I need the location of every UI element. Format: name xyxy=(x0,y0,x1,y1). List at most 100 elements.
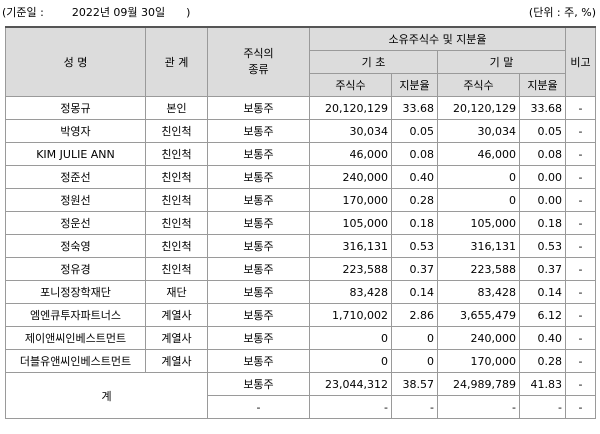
cell-stock-type: 보통주 xyxy=(207,96,310,120)
cell-begin-shares: 223,588 xyxy=(309,257,392,281)
cell-begin-ratio: 0.05 xyxy=(391,119,438,143)
cell-begin-ratio: 0.37 xyxy=(391,257,438,281)
cell-relation: 친인척 xyxy=(145,234,208,258)
cell-begin-shares: 0 xyxy=(309,349,392,373)
cell-end-shares: 20,120,129 xyxy=(437,96,520,120)
cell-relation: 친인척 xyxy=(145,165,208,189)
cell-relation: 친인척 xyxy=(145,257,208,281)
header-begin: 기 초 xyxy=(309,50,438,74)
cell-name: 정숙영 xyxy=(5,234,146,258)
cell-name: 엠엔큐투자파트너스 xyxy=(5,303,146,327)
cell-note: - xyxy=(565,211,597,235)
cell-name: 박영자 xyxy=(5,119,146,143)
header-end-ratio: 지분율 xyxy=(518,73,567,97)
table-row: 정준선 친인척 보통주 240,000 0.40 0 0.00- xyxy=(5,165,597,189)
cell-begin-ratio: 0.40 xyxy=(391,165,438,189)
cell-stock-type: 보통주 xyxy=(207,234,310,258)
cell-end-shares: 0 xyxy=(437,188,520,212)
cell-stock-type: 보통주 xyxy=(207,349,310,373)
cell-stock-type: 보통주 xyxy=(207,211,310,235)
total-row-other: - - - - - - xyxy=(6,395,597,419)
cell-end-ratio: 0.18 xyxy=(518,211,567,235)
cell-name: 정운선 xyxy=(5,211,146,235)
total-end-shares: 24,989,789 xyxy=(437,372,520,396)
table-row: 정원선 친인척 보통주 170,000 0.28 0 0.00- xyxy=(5,188,597,212)
header-name: 성 명 xyxy=(5,26,146,97)
cell-begin-ratio: 0 xyxy=(391,326,438,350)
total-note: - xyxy=(565,372,597,396)
header-relation: 관 계 xyxy=(145,26,208,97)
header-begin-shares: 주식수 xyxy=(309,73,392,97)
cell-end-shares: 240,000 xyxy=(437,326,520,350)
cell-begin-shares: 20,120,129 xyxy=(309,96,392,120)
cell-end-shares: 223,588 xyxy=(437,257,520,281)
table-row: 제이앤씨인베스트먼트 계열사 보통주 0 0 240,000 0.40- xyxy=(5,326,597,350)
cell-end-shares: 30,034 xyxy=(437,119,520,143)
cell-note: - xyxy=(565,303,597,327)
cell-note: - xyxy=(565,188,597,212)
header-row-3: 주식수 지분율 주식수 지분율 xyxy=(6,73,596,97)
header-holdings: 소유주식수 및 지분율 xyxy=(308,26,567,51)
cell-end-ratio: 0.05 xyxy=(518,119,567,143)
total-row-common: 계 보통주 23,044,312 38.57 24,989,789 41.83 … xyxy=(5,372,597,419)
cell-note: - xyxy=(565,119,597,143)
cell-relation: 친인척 xyxy=(145,142,208,166)
total2-note: - xyxy=(565,395,597,419)
cell-stock-type: 보통주 xyxy=(207,188,310,212)
cell-note: - xyxy=(565,349,597,373)
table-row: 정몽규 본인 보통주 20,120,129 33.68 20,120,129 33.68- xyxy=(5,96,597,120)
cell-end-shares: 105,000 xyxy=(437,211,520,235)
cell-relation: 계열사 xyxy=(145,326,208,350)
cell-begin-ratio: 0.28 xyxy=(391,188,438,212)
total2-begin-shares: - xyxy=(309,395,392,419)
cell-end-ratio: 6.12 xyxy=(518,303,567,327)
cell-end-ratio: 0.53 xyxy=(518,234,567,258)
cell-stock-type: 보통주 xyxy=(207,142,310,166)
table-row: 포니정장학재단 재단 보통주 83,428 0.14 83,428 0.14- xyxy=(5,280,597,304)
total2-end-ratio: - xyxy=(518,395,567,419)
table-row: 엠엔큐투자파트너스 계열사 보통주 1,710,002 2.86 3,655,479 6.1… xyxy=(5,303,597,327)
cell-end-ratio: 33.68 xyxy=(518,96,567,120)
total-end-ratio: 41.83 xyxy=(518,372,567,396)
table-row: 정숙영 친인척 보통주 316,131 0.53 316,131 0.53- xyxy=(5,234,597,258)
cell-begin-ratio: 0.14 xyxy=(391,280,438,304)
cell-relation: 친인척 xyxy=(145,119,208,143)
cell-begin-shares: 170,000 xyxy=(309,188,392,212)
cell-stock-type: 보통주 xyxy=(207,326,310,350)
total-begin-ratio: 38.57 xyxy=(391,372,438,396)
cell-begin-shares: 83,428 xyxy=(309,280,392,304)
header-end: 기 말 xyxy=(436,50,567,74)
cell-stock-type: 보통주 xyxy=(207,165,310,189)
cell-relation: 계열사 xyxy=(145,303,208,327)
cell-note: - xyxy=(565,142,597,166)
cell-note: - xyxy=(565,280,597,304)
cell-end-ratio: 0.37 xyxy=(518,257,567,281)
cell-begin-shares: 46,000 xyxy=(309,142,392,166)
header-stock-type: 주식의 종류 xyxy=(207,26,310,97)
cell-begin-ratio: 0.53 xyxy=(391,234,438,258)
cell-stock-type: 보통주 xyxy=(207,257,310,281)
cell-name: 제이앤씨인베스트먼트 xyxy=(5,326,146,350)
cell-note: - xyxy=(565,326,597,350)
cell-stock-type: 보통주 xyxy=(207,119,310,143)
cell-end-shares: 0 xyxy=(437,165,520,189)
cell-begin-shares: 240,000 xyxy=(309,165,392,189)
cell-relation: 계열사 xyxy=(145,349,208,373)
cell-note: - xyxy=(565,165,597,189)
shareholding-table: 성 명 관 계 주식의 종류 소유주식수 및 지분율 비고 기 초 기 말 주식… xyxy=(5,26,597,419)
cell-end-shares: 316,131 xyxy=(437,234,520,258)
cell-end-ratio: 0.40 xyxy=(518,326,567,350)
total2-begin-ratio: - xyxy=(391,395,438,419)
total-begin-shares: 23,044,312 xyxy=(309,372,392,396)
cell-end-ratio: 0.00 xyxy=(518,188,567,212)
cell-end-shares: 46,000 xyxy=(437,142,520,166)
cell-name: 정준선 xyxy=(5,165,146,189)
total2-type: - xyxy=(207,395,310,419)
header-begin-ratio: 지분율 xyxy=(391,73,438,97)
cell-begin-shares: 316,131 xyxy=(309,234,392,258)
unit-label: (단위 : 주, %) xyxy=(528,6,596,19)
cell-end-shares: 3,655,479 xyxy=(437,303,520,327)
cell-relation: 본인 xyxy=(145,96,208,120)
cell-end-shares: 83,428 xyxy=(437,280,520,304)
cell-end-ratio: 0.00 xyxy=(518,165,567,189)
